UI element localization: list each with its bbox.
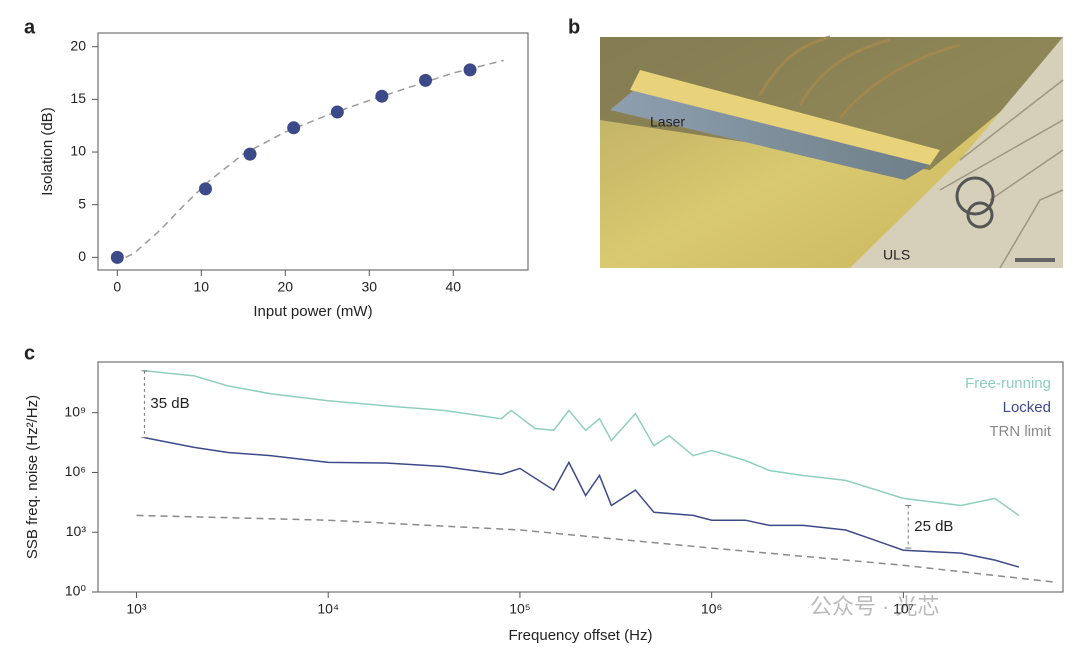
x-tick-label: 10⁵ bbox=[509, 601, 530, 617]
photo-label: Laser bbox=[650, 114, 685, 130]
y-axis-label: Isolation (dB) bbox=[39, 107, 56, 195]
x-tick-label: 10⁷ bbox=[893, 601, 914, 617]
y-tick-label: 10⁹ bbox=[64, 403, 86, 419]
data-point bbox=[463, 63, 477, 77]
x-tick-label: 10³ bbox=[126, 601, 147, 617]
data-point bbox=[199, 182, 212, 196]
x-tick-label: 10⁴ bbox=[317, 601, 339, 617]
x-tick-label: 40 bbox=[445, 279, 461, 295]
photo-substrate bbox=[600, 37, 1063, 170]
x-tick-label: 10 bbox=[194, 279, 210, 295]
y-tick-label: 10 bbox=[70, 143, 86, 159]
legend-entry: TRN limit bbox=[989, 423, 1051, 440]
annotation: 35 dB bbox=[150, 395, 189, 412]
watermark: 公众号 · 光芯 bbox=[810, 594, 940, 619]
data-point bbox=[110, 250, 124, 264]
data-point bbox=[330, 105, 344, 119]
y-tick-label: 10⁶ bbox=[65, 463, 86, 479]
x-tick-label: 0 bbox=[113, 279, 121, 295]
photo-ring bbox=[966, 201, 994, 229]
data-point bbox=[419, 73, 433, 87]
y-tick-label: 0 bbox=[78, 248, 86, 264]
legend-entry: Locked bbox=[1003, 399, 1051, 416]
x-tick-label: 30 bbox=[361, 279, 377, 295]
photo-uls-chip bbox=[850, 37, 1063, 268]
data-point bbox=[287, 121, 301, 135]
photo-ring bbox=[955, 176, 995, 216]
data-point bbox=[243, 147, 257, 161]
panel-label: c bbox=[24, 342, 35, 364]
plot-frame bbox=[97, 32, 529, 271]
dashed-line bbox=[125, 59, 504, 259]
plot-frame bbox=[97, 361, 1064, 593]
photo-wires bbox=[758, 35, 961, 119]
x-axis-label: Frequency offset (Hz) bbox=[509, 627, 653, 644]
x-axis-label: Input power (mW) bbox=[253, 303, 372, 320]
y-tick-label: 15 bbox=[70, 90, 86, 106]
panel-label: b bbox=[568, 16, 580, 38]
annotation: 25 dB bbox=[914, 518, 953, 535]
photo-chip-lines bbox=[939, 79, 1064, 269]
photo-laser-chip bbox=[630, 70, 940, 165]
y-tick-label: 10³ bbox=[66, 523, 87, 539]
photo-laser-strip bbox=[610, 85, 930, 180]
line bbox=[144, 370, 1020, 517]
y-axis-label: SSB freq. noise (Hz²/Hz) bbox=[24, 395, 41, 559]
line bbox=[144, 436, 1020, 568]
data-point bbox=[375, 89, 389, 103]
legend-entry: Free-running bbox=[965, 375, 1051, 392]
y-tick-label: 10⁰ bbox=[65, 583, 87, 599]
panel-label: a bbox=[24, 16, 36, 38]
x-tick-label: 20 bbox=[277, 279, 293, 295]
photo-label: ULS bbox=[883, 247, 910, 263]
photo: Laser ULS bbox=[600, 35, 1064, 269]
y-tick-label: 5 bbox=[78, 195, 86, 211]
y-tick-label: 20 bbox=[70, 37, 86, 53]
dashed-line bbox=[136, 514, 1053, 583]
x-tick-label: 10⁶ bbox=[701, 601, 722, 617]
